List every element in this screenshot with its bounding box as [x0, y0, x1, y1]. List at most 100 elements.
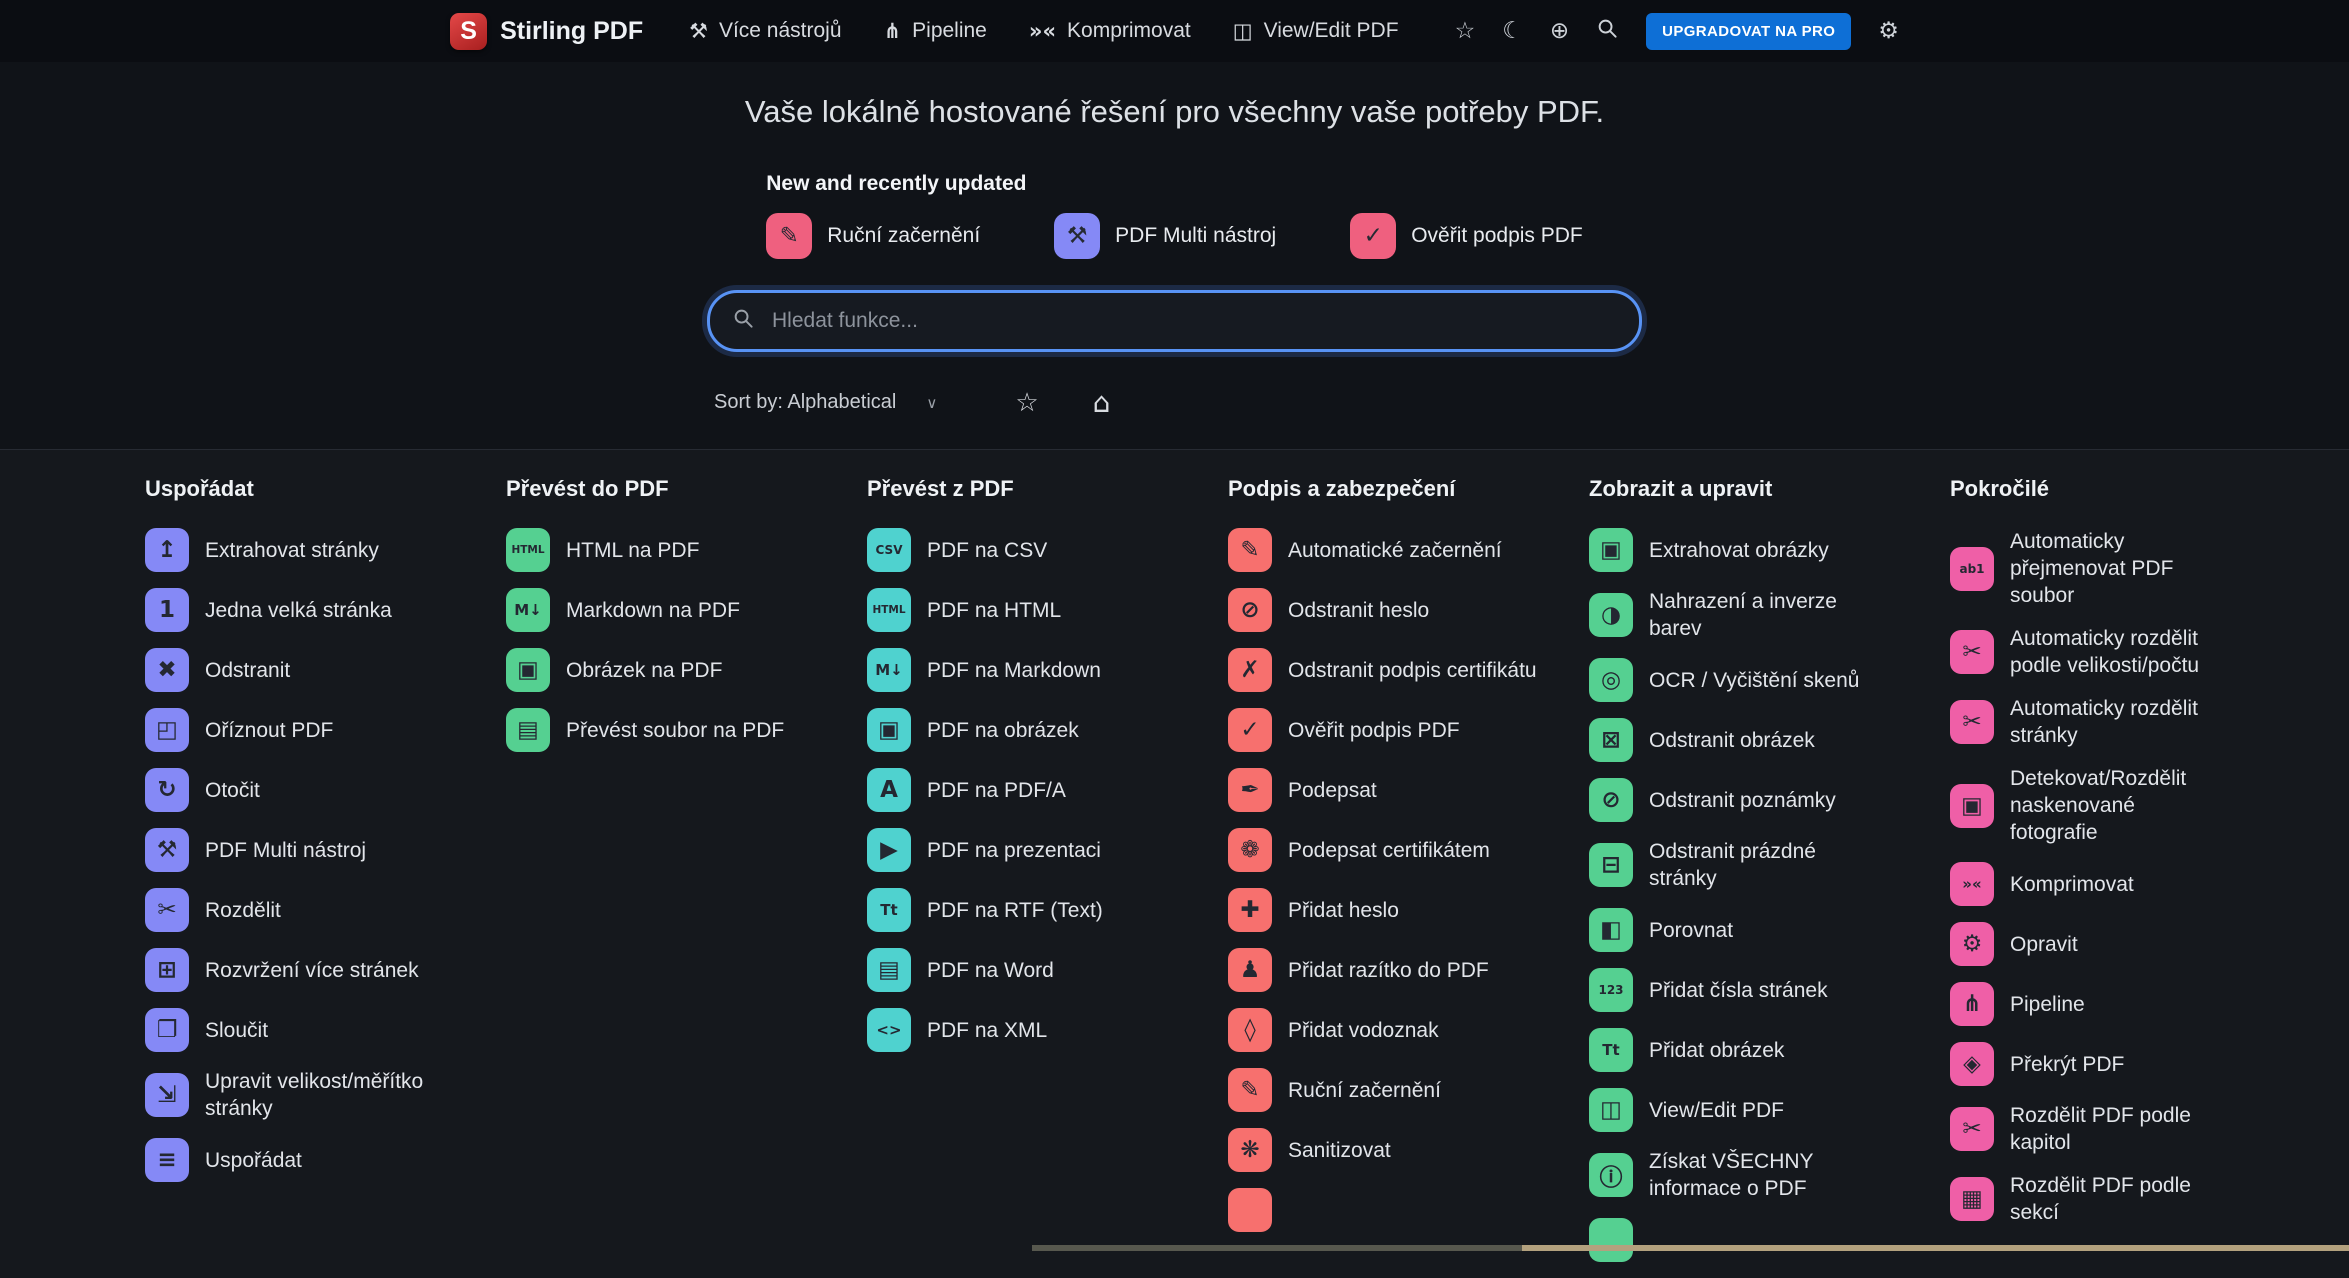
manual-redaction-icon: ✎	[766, 213, 813, 259]
home-icon[interactable]: ⌂	[1092, 386, 1111, 419]
favorites-star-icon[interactable]: ☆	[1454, 17, 1476, 44]
tool-label: Pipeline	[2010, 992, 2085, 1016]
validate-signature-icon: ✓	[1228, 708, 1272, 752]
tool-compare[interactable]: ◧ Porovnat	[1589, 908, 1950, 952]
sort-by-dropdown[interactable]: Sort by: Alphabetical ∨	[714, 391, 937, 414]
favorites-filter-star-icon[interactable]: ☆	[1015, 387, 1039, 418]
nav-compress-link[interactable]: »« Komprimovat	[1029, 19, 1191, 43]
tool-split[interactable]: ✂ Rozdělit	[145, 888, 506, 932]
tool-add-page-numbers[interactable]: 123 Přidat čísla stránek	[1589, 968, 1950, 1012]
tool-auto-rename[interactable]: ab1 Automaticky přejmenovat PDF soubor	[1950, 528, 2311, 609]
nav-view-edit-link[interactable]: ◫ View/Edit PDF	[1233, 19, 1399, 43]
tool-label: Upravit velikost/měřítko stránky	[205, 1070, 424, 1120]
tool-remove-image[interactable]: ⊠ Odstranit obrázek	[1589, 718, 1950, 762]
file-to-pdf-icon: ▤	[506, 708, 550, 752]
tool-label: Odstranit poznámky	[1649, 788, 1836, 812]
tool-remove-password[interactable]: ⊘ Odstranit heslo	[1228, 588, 1589, 632]
tool-sign[interactable]: ✒ Podepsat	[1228, 768, 1589, 812]
tool-extract-pages[interactable]: ↥ Extrahovat stránky	[145, 528, 506, 572]
tool-cert-sign[interactable]: ❁ Podepsat certifikátem	[1228, 828, 1589, 872]
rotate-icon: ↻	[145, 768, 189, 812]
tool-remove-annotations[interactable]: ⊘ Odstranit poznámky	[1589, 778, 1950, 822]
category-title: Pokročilé	[1950, 476, 2050, 501]
nav-tools-link[interactable]: ⚒ Více nástrojů	[689, 19, 841, 43]
tool-label: Přidat vodoznak	[1288, 1018, 1439, 1042]
tool-pdf-to-markdown[interactable]: M↓ PDF na Markdown	[867, 648, 1228, 692]
featured-pdf-multi-tool[interactable]: ⚒ PDF Multi nástroj	[1054, 213, 1276, 259]
add-watermark-icon: ◊	[1228, 1008, 1272, 1052]
brand-home-link[interactable]: S Stirling PDF	[450, 12, 643, 50]
tool-ocr[interactable]: ◎ OCR / Vyčištění skenů	[1589, 658, 1950, 702]
tool-split-chapters[interactable]: ✂ Rozdělit PDF podle kapitol	[1950, 1102, 2311, 1156]
tool-remove-cert-signature[interactable]: ✗ Odstranit podpis certifikátu	[1228, 648, 1589, 692]
featured-manual-redaction[interactable]: ✎ Ruční začernění	[766, 213, 980, 259]
tool-html-to-pdf[interactable]: HTML HTML na PDF	[506, 528, 867, 572]
tool-add-watermark[interactable]: ◊ Přidat vodoznak	[1228, 1008, 1589, 1052]
tool-auto-split-size[interactable]: ✂ Automaticky rozdělit podle velikosti/p…	[1950, 625, 2311, 679]
tool-add-password[interactable]: ✚ Přidat heslo	[1228, 888, 1589, 932]
tool-overlay-pdf[interactable]: ◈ Překrýt PDF	[1950, 1042, 2311, 1086]
tool-label: Podepsat	[1288, 778, 1377, 802]
tool-split-scanned-photos[interactable]: ▣ Detekovat/Rozdělit naskenované fotogra…	[1950, 765, 2311, 846]
tool-single-large-page[interactable]: 1 Jedna velká stránka	[145, 588, 506, 632]
tool-manual-redaction[interactable]: ✎ Ruční začernění	[1228, 1068, 1589, 1112]
tool-adjust-page-size[interactable]: ⇲ Upravit velikost/měřítko stránky	[145, 1068, 506, 1122]
tool-sanitize[interactable]: ❋ Sanitizovat	[1228, 1128, 1589, 1172]
tool-label: Přidat čísla stránek	[1649, 978, 1828, 1002]
tool-add-image[interactable]: Tt Přidat obrázek	[1589, 1028, 1950, 1072]
pdf-to-csv-icon: CSV	[867, 528, 911, 572]
pdf-to-rtf-icon: Tt	[867, 888, 911, 932]
tools-icon: ⚒	[689, 19, 708, 43]
settings-gear-icon[interactable]: ⚙	[1878, 17, 1899, 44]
tool-pdf-to-html[interactable]: HTML PDF na HTML	[867, 588, 1228, 632]
tool-image-to-pdf[interactable]: ▣ Obrázek na PDF	[506, 648, 867, 692]
tool-compress[interactable]: »« Komprimovat	[1950, 862, 2311, 906]
tool-label: PDF na obrázek	[927, 718, 1079, 742]
tool-file-to-pdf[interactable]: ▤ Převést soubor na PDF	[506, 708, 867, 752]
tool-split-sections[interactable]: ▦ Rozdělit PDF podle sekcí	[1950, 1172, 2311, 1226]
tool-multi-page-layout[interactable]: ⊞ Rozvržení více stránek	[145, 948, 506, 992]
tool-stamp[interactable]: ♟ Přidat razítko do PDF	[1228, 948, 1589, 992]
tool-auto-redact[interactable]: ✎ Automatické začernění	[1228, 528, 1589, 572]
tool-merge[interactable]: ❐ Sloučit	[145, 1008, 506, 1052]
tool-pdf-info[interactable]: ⓘ Získat VŠECHNY informace o PDF	[1589, 1148, 1950, 1202]
tool-pdf-to-pdfa[interactable]: A PDF na PDF/A	[867, 768, 1228, 812]
tool-replace-invert-colors[interactable]: ◑ Nahrazení a inverze barev	[1589, 588, 1950, 642]
tool-auto-split-pages[interactable]: ✂ Automaticky rozdělit stránky	[1950, 695, 2311, 749]
partially-visible-tool-icon	[1228, 1188, 1272, 1232]
language-globe-icon[interactable]: ⊕	[1549, 17, 1570, 44]
tool-pdf-multi-tool[interactable]: ⚒ PDF Multi nástroj	[145, 828, 506, 872]
tool-pipeline[interactable]: ⋔ Pipeline	[1950, 982, 2311, 1026]
tool-extract-images[interactable]: ▣ Extrahovat obrázky	[1589, 528, 1950, 572]
tool-pdf-to-image[interactable]: ▣ PDF na obrázek	[867, 708, 1228, 752]
upgrade-pro-button[interactable]: UPGRADOVAT NA PRO	[1646, 12, 1852, 50]
tool-label: PDF na PDF/A	[927, 778, 1066, 802]
tool-label: Automatické začernění	[1288, 538, 1502, 562]
tool-organize-pages[interactable]: ≡ Uspořádat	[145, 1138, 506, 1182]
tool-view-edit-pdf[interactable]: ◫ View/Edit PDF	[1589, 1088, 1950, 1132]
tool-pdf-to-presentation[interactable]: ▶ PDF na prezentaci	[867, 828, 1228, 872]
dark-mode-moon-icon[interactable]: ☾	[1502, 17, 1523, 44]
tool-remove-blank-pages[interactable]: ⊟ Odstranit prázdné stránky	[1589, 838, 1950, 892]
tool-label: Automaticky přejmenovat PDF soubor	[2010, 530, 2174, 607]
nav-pipeline-link[interactable]: ⋔ Pipeline	[884, 19, 987, 43]
tool-rotate[interactable]: ↻ Otočit	[145, 768, 506, 812]
adjust-page-size-icon: ⇲	[145, 1073, 189, 1117]
remove-image-icon: ⊠	[1589, 718, 1633, 762]
tool-validate-signature[interactable]: ✓ Ověřit podpis PDF	[1228, 708, 1589, 752]
tool-pdf-to-rtf[interactable]: Tt PDF na RTF (Text)	[867, 888, 1228, 932]
tool-pdf-to-word[interactable]: ▤ PDF na Word	[867, 948, 1228, 992]
tool-crop-pdf[interactable]: ◰ Oříznout PDF	[145, 708, 506, 752]
search-icon[interactable]	[1596, 17, 1619, 45]
tool-partially-visible-tool[interactable]	[1228, 1188, 1589, 1232]
tool-repair[interactable]: ⚙ Opravit	[1950, 922, 2311, 966]
tool-partially-visible-tool[interactable]	[1589, 1218, 1950, 1262]
tool-pdf-to-xml[interactable]: <> PDF na XML	[867, 1008, 1228, 1052]
tool-markdown-to-pdf[interactable]: M↓ Markdown na PDF	[506, 588, 867, 632]
tool-label: Nahrazení a inverze barev	[1649, 590, 1837, 640]
tool-pdf-to-csv[interactable]: CSV PDF na CSV	[867, 528, 1228, 572]
tool-remove-pages[interactable]: ✖ Odstranit	[145, 648, 506, 692]
feature-search-input[interactable]	[770, 308, 1617, 334]
tool-label: Sloučit	[205, 1018, 269, 1042]
featured-validate-signature[interactable]: ✓ Ověřit podpis PDF	[1350, 213, 1583, 259]
